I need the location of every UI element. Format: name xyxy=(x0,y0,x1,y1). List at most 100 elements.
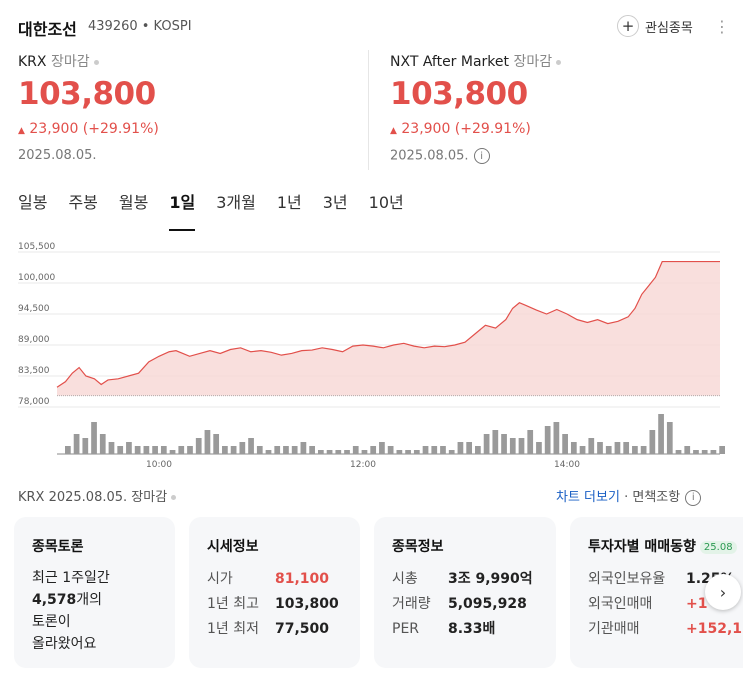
row-value: 5,095,928 xyxy=(448,596,527,612)
volume-bar xyxy=(169,450,176,454)
row-value: 8.33배 xyxy=(448,621,496,637)
tab-period[interactable]: 3년 xyxy=(322,193,348,212)
volume-bar xyxy=(126,442,132,454)
volume-bar xyxy=(448,450,455,454)
volume-bar xyxy=(719,446,725,454)
row-label: 거래량 xyxy=(392,596,431,612)
tab-period[interactable]: 월봉 xyxy=(118,193,149,212)
volume-bar xyxy=(108,442,115,454)
row-value: 77,500 xyxy=(275,621,330,637)
volume-bar xyxy=(570,442,577,454)
status-dot-icon xyxy=(93,59,99,65)
tab-period[interactable]: 1년 xyxy=(276,193,302,212)
volume-bar xyxy=(405,450,411,454)
tab-period[interactable]: 일봉 xyxy=(18,193,48,212)
volume-bar xyxy=(213,434,220,454)
volume-bar xyxy=(440,446,446,454)
volume-bar xyxy=(317,450,324,454)
chart-more-link[interactable]: 차트 더보기 xyxy=(556,490,620,505)
row-label: 기관매매 xyxy=(588,621,640,637)
next-arrow-button[interactable]: › xyxy=(705,574,741,610)
discussion-text: 최근 1주일간 4,578개의 토론이 올라왔어요 xyxy=(32,567,110,655)
investor-row: 외국인매매 +1 xyxy=(588,592,743,617)
status-dot-icon xyxy=(556,59,562,65)
tab-period[interactable]: 1일 xyxy=(169,189,195,231)
nxt-price: 103,800 xyxy=(390,76,528,112)
volume-bar xyxy=(588,438,595,454)
stock-info-row: PER 8.33배 xyxy=(392,617,533,642)
discussion-line: 올라왔어요 xyxy=(32,636,97,652)
volume-bar xyxy=(65,446,71,454)
tab-period[interactable]: 주봉 xyxy=(68,193,98,212)
info-icon[interactable]: i xyxy=(685,489,702,506)
investor-rows: 외국인보유율1.25% 외국인매매+1 기관매매+152,15 xyxy=(588,567,743,642)
volume-bar xyxy=(431,446,438,454)
info-icon[interactable]: i xyxy=(473,148,490,164)
stock-name: 대한조선 xyxy=(18,20,77,39)
quote-rows: 시가 81,100 1년 최고 103,800 1년 최저 77,500 xyxy=(207,567,339,642)
volume-bar xyxy=(422,446,429,454)
x-tick-label: 10:00 xyxy=(146,460,172,470)
nxt-change-value: 23,900 (+29.91%) xyxy=(401,121,531,137)
discussion-count: 4,578 xyxy=(32,592,77,608)
discussion-card[interactable]: 종목토론 최근 1주일간 4,578개의 토론이 올라왔어요 xyxy=(14,517,175,668)
krx-change: ▲ 23,900 (+29.91%) xyxy=(18,121,159,137)
krx-market: KRX xyxy=(18,54,47,70)
stock-info-card[interactable]: 종목정보 시총 3조 9,990억 거래량 5,095,928 PER 8.33배 xyxy=(374,517,556,668)
volume-bar xyxy=(649,430,656,454)
price-chart: 105,500 100,000 94,500 89,000 83,500 78,000 10… xyxy=(18,242,725,470)
volume-bar xyxy=(614,442,621,454)
volume-bar xyxy=(222,446,228,454)
quote-card[interactable]: 시세정보 시가 81,100 1년 최고 103,800 1년 최저 77,500 xyxy=(189,517,360,668)
volume-bar xyxy=(204,430,211,454)
divider xyxy=(368,50,369,170)
volume-bar xyxy=(300,442,307,454)
krx-status: 장마감 xyxy=(50,54,90,70)
quote-row: 1년 최저 77,500 xyxy=(207,617,339,642)
volume-bar xyxy=(492,430,499,454)
volume-bar xyxy=(640,446,647,454)
volume-bar xyxy=(283,446,289,454)
y-tick-label: 100,000 xyxy=(18,273,55,283)
tab-period[interactable]: 3개월 xyxy=(216,193,256,212)
discussion-line: 토론이 xyxy=(32,614,71,630)
volume-bar xyxy=(413,450,420,454)
more-options-icon[interactable]: ⋮ xyxy=(714,17,730,36)
tab-period[interactable]: 10년 xyxy=(368,193,404,212)
row-value: 81,100 xyxy=(275,571,330,587)
separator: · xyxy=(624,490,629,505)
disclaimer-link[interactable]: 면책조항 xyxy=(632,490,681,505)
chart-footer-info: KRX 2025.08.05. 장마감 xyxy=(18,486,177,505)
volume-bar xyxy=(274,446,281,454)
volume-bar xyxy=(352,446,359,454)
volume-bar xyxy=(632,446,638,454)
stock-info-rows: 시총 3조 9,990억 거래량 5,095,928 PER 8.33배 xyxy=(392,567,533,642)
row-label: 외국인보유율 xyxy=(588,571,666,587)
volume-bar xyxy=(527,430,534,454)
volume-bar xyxy=(475,446,481,454)
volume-bar xyxy=(658,414,664,454)
footer-market-date: KRX 2025.08.05. 장마감 xyxy=(18,490,168,505)
quote-row: 시가 81,100 xyxy=(207,567,339,592)
row-label: PER xyxy=(392,621,420,637)
quote-row: 1년 최고 103,800 xyxy=(207,592,339,617)
volume-bar xyxy=(134,446,141,454)
volume-bar xyxy=(666,422,673,454)
row-value: +1 xyxy=(686,596,708,612)
card-title: 종목정보 xyxy=(392,539,444,555)
volume-bar xyxy=(152,446,158,454)
discussion-count-line: 4,578개의 xyxy=(32,589,110,611)
volume-bar xyxy=(623,442,630,454)
volume-bar xyxy=(693,450,699,454)
volume-bar xyxy=(466,442,473,454)
discussion-line: 최근 1주일간 xyxy=(32,570,110,586)
row-label: 1년 최고 xyxy=(207,596,259,612)
volume-bar xyxy=(562,434,568,454)
volume-bar xyxy=(239,442,246,454)
discussion-count-suffix: 개의 xyxy=(76,592,103,608)
add-watchlist-button[interactable]: + 관심종목 xyxy=(617,15,693,37)
volume-bar xyxy=(579,446,586,454)
y-tick-label: 94,500 xyxy=(18,304,50,314)
investor-title: 투자자별 매매동향 xyxy=(588,539,696,555)
volume-bar xyxy=(160,446,167,454)
